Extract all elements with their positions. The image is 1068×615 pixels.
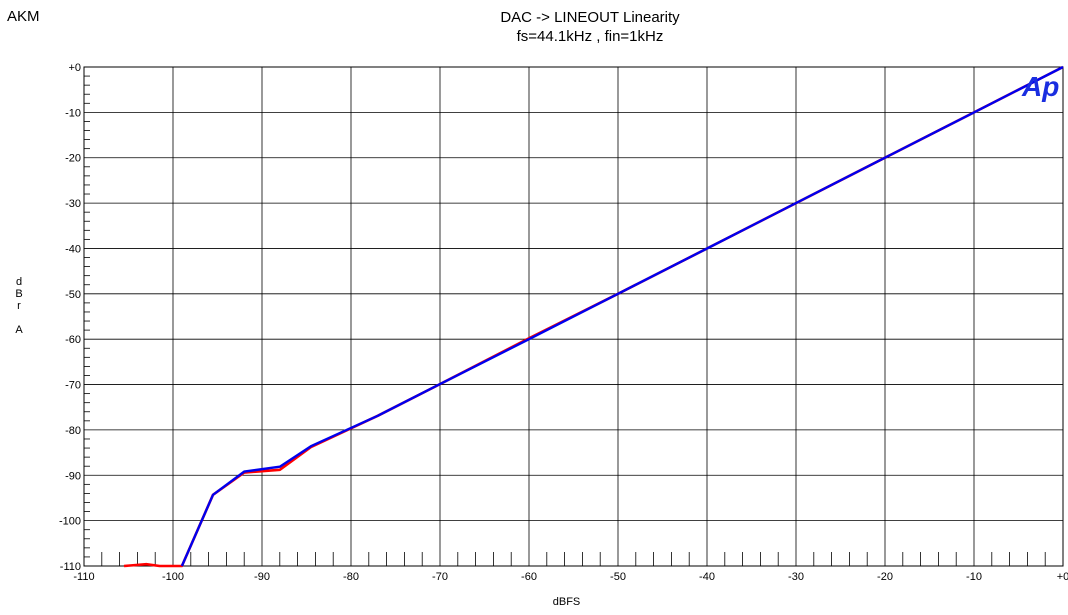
x-tick-label: -90 [254,571,270,583]
y-tick-label: -70 [65,380,81,392]
x-tick-label: +0 [1057,571,1068,583]
x-tick-label: -20 [877,571,893,583]
chart-subtitle: fs=44.1kHz , fin=1kHz [516,28,664,45]
y-axis-label-char: A [15,324,23,336]
y-tick-label: -90 [65,470,81,482]
x-axis-label: dBFS [552,596,581,608]
y-tick-label: -20 [65,153,81,165]
x-tick-label: -70 [432,571,448,583]
x-tick-label: -30 [788,571,804,583]
y-tick-label: -30 [65,198,81,210]
x-tick-label: -80 [343,571,359,583]
series-line-2 [180,65,1064,567]
series-line-1 [123,65,1064,568]
y-tick-label: -110 [60,561,81,573]
x-tick-label: -10 [966,571,982,583]
y-axis-label-char: r [17,300,21,312]
ap-logo: Ap [1021,71,1059,102]
y-axis-label-char: B [15,288,23,300]
x-tick-label: -50 [610,571,626,583]
y-axis-label-char: d [15,276,23,288]
y-tick-label: -50 [65,289,81,301]
x-tick-label: -40 [699,571,715,583]
y-tick-label: -40 [65,243,81,255]
y-tick-label: -80 [65,425,81,437]
y-tick-label: +0 [68,62,81,74]
y-tick-label: -10 [65,107,81,119]
x-tick-label: -110 [73,571,94,583]
x-tick-label: -60 [521,571,537,583]
y-tick-label: -100 [59,516,81,528]
y-tick-label: -60 [65,334,81,346]
plot-frame [83,66,1064,567]
x-tick-label: -100 [162,571,184,583]
corner-label: AKM [7,8,40,25]
chart-title: DAC -> LINEOUT Linearity [500,9,680,26]
